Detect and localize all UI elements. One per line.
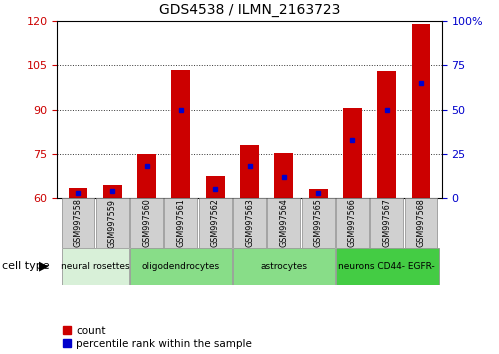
Text: GSM997559: GSM997559	[108, 199, 117, 247]
Bar	[267, 198, 300, 248]
Bar	[130, 248, 232, 285]
Bar	[377, 72, 396, 198]
Bar	[309, 189, 327, 198]
Bar	[233, 248, 335, 285]
Bar	[301, 198, 335, 248]
Bar	[274, 153, 293, 198]
Bar	[336, 248, 439, 285]
Text: GSM997568: GSM997568	[417, 199, 426, 247]
Bar	[164, 198, 197, 248]
Text: neural rosettes: neural rosettes	[61, 262, 129, 271]
Text: GSM997561: GSM997561	[176, 199, 186, 247]
Bar	[96, 198, 129, 248]
Bar	[61, 198, 94, 248]
Bar	[343, 108, 362, 198]
Text: cell type: cell type	[2, 261, 50, 271]
Text: GSM997560: GSM997560	[142, 199, 151, 247]
Bar	[336, 198, 369, 248]
Text: GSM997558: GSM997558	[73, 199, 82, 247]
Text: GSM997565: GSM997565	[313, 199, 323, 247]
Bar	[130, 198, 163, 248]
Bar	[412, 24, 431, 198]
Bar	[68, 188, 87, 198]
Text: astrocytes: astrocytes	[260, 262, 307, 271]
Bar	[103, 185, 122, 198]
Text: GSM997566: GSM997566	[348, 199, 357, 247]
Text: neurons CD44- EGFR-: neurons CD44- EGFR-	[338, 262, 435, 271]
Bar	[206, 176, 225, 198]
Text: GSM997567: GSM997567	[382, 199, 391, 247]
Bar	[370, 198, 403, 248]
Text: ▶: ▶	[39, 260, 49, 273]
Text: GSM997563: GSM997563	[245, 199, 254, 247]
Bar	[61, 248, 129, 285]
Text: oligodendrocytes: oligodendrocytes	[142, 262, 220, 271]
Bar	[233, 198, 266, 248]
Bar	[199, 198, 232, 248]
Legend: count, percentile rank within the sample: count, percentile rank within the sample	[62, 326, 252, 349]
Title: GDS4538 / ILMN_2163723: GDS4538 / ILMN_2163723	[159, 4, 340, 17]
Bar	[405, 198, 438, 248]
Bar	[137, 154, 156, 198]
Text: GSM997564: GSM997564	[279, 199, 288, 247]
Text: GSM997562: GSM997562	[211, 199, 220, 247]
Bar	[172, 70, 190, 198]
Bar	[240, 145, 259, 198]
